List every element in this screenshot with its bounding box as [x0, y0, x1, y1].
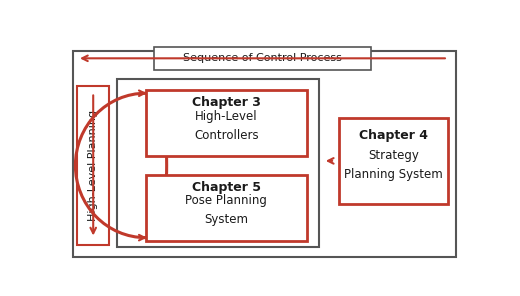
Text: High-Level
Controllers: High-Level Controllers	[194, 110, 258, 141]
Bar	[154, 47, 371, 70]
Text: Chapter 3: Chapter 3	[192, 96, 261, 109]
Text: Chapter 4: Chapter 4	[359, 129, 428, 142]
Text: Strategy
Planning System: Strategy Planning System	[344, 149, 443, 181]
Text: Pose Planning
System: Pose Planning System	[185, 194, 267, 226]
Bar	[118, 79, 319, 247]
Bar	[146, 90, 307, 156]
Bar	[146, 175, 307, 241]
Text: High-Level Planning: High-Level Planning	[88, 110, 98, 221]
Text: Sequence of Control Process: Sequence of Control Process	[183, 53, 342, 63]
Text: Chapter 5: Chapter 5	[192, 181, 261, 194]
Bar	[339, 118, 448, 204]
Bar	[77, 86, 109, 245]
